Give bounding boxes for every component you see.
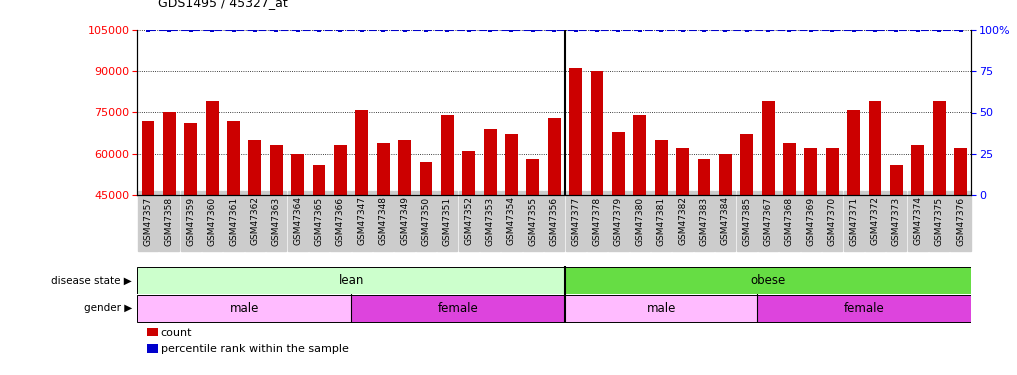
Bar — [565, 267, 971, 294]
Bar — [270, 146, 283, 319]
Bar — [184, 123, 197, 319]
Bar — [420, 162, 432, 319]
Bar — [137, 267, 565, 294]
Bar — [137, 295, 351, 322]
Text: lean: lean — [339, 274, 364, 287]
Text: obese: obese — [751, 274, 786, 287]
Text: male: male — [230, 302, 259, 315]
Text: disease state ▶: disease state ▶ — [52, 275, 132, 285]
Bar — [869, 102, 882, 319]
Bar — [163, 112, 176, 319]
Bar — [570, 69, 582, 319]
Bar — [399, 140, 411, 319]
Bar — [954, 148, 967, 319]
Bar — [758, 295, 971, 322]
Bar — [227, 121, 240, 319]
Bar — [548, 118, 560, 319]
Bar — [890, 165, 903, 319]
Bar — [248, 140, 261, 319]
Bar — [334, 146, 347, 319]
Bar — [205, 102, 219, 319]
Text: female: female — [437, 302, 478, 315]
Text: male: male — [647, 302, 676, 315]
Bar — [355, 110, 368, 319]
Bar — [591, 71, 603, 319]
Bar — [740, 135, 754, 319]
Bar — [826, 148, 839, 319]
Text: percentile rank within the sample: percentile rank within the sample — [161, 345, 349, 354]
Bar — [376, 143, 390, 319]
Text: GDS1495 / 45327_at: GDS1495 / 45327_at — [158, 0, 288, 9]
Bar — [505, 135, 518, 319]
Bar — [911, 146, 924, 319]
Bar — [351, 295, 565, 322]
Bar — [847, 110, 860, 319]
Bar — [676, 148, 689, 319]
Bar — [933, 102, 946, 319]
Bar — [565, 295, 758, 322]
Bar — [527, 159, 539, 319]
Text: count: count — [161, 328, 192, 338]
Bar — [141, 121, 155, 319]
Bar — [291, 154, 304, 319]
Bar — [312, 165, 325, 319]
Bar — [804, 148, 818, 319]
Bar — [762, 102, 775, 319]
Bar — [634, 115, 646, 319]
Text: gender ▶: gender ▶ — [84, 303, 132, 313]
Bar — [463, 151, 475, 319]
Bar — [441, 115, 454, 319]
Bar — [655, 140, 667, 319]
Bar — [484, 129, 496, 319]
Bar — [698, 159, 710, 319]
Text: female: female — [844, 302, 885, 315]
Bar — [612, 132, 624, 319]
Bar — [783, 143, 796, 319]
Bar — [719, 154, 732, 319]
